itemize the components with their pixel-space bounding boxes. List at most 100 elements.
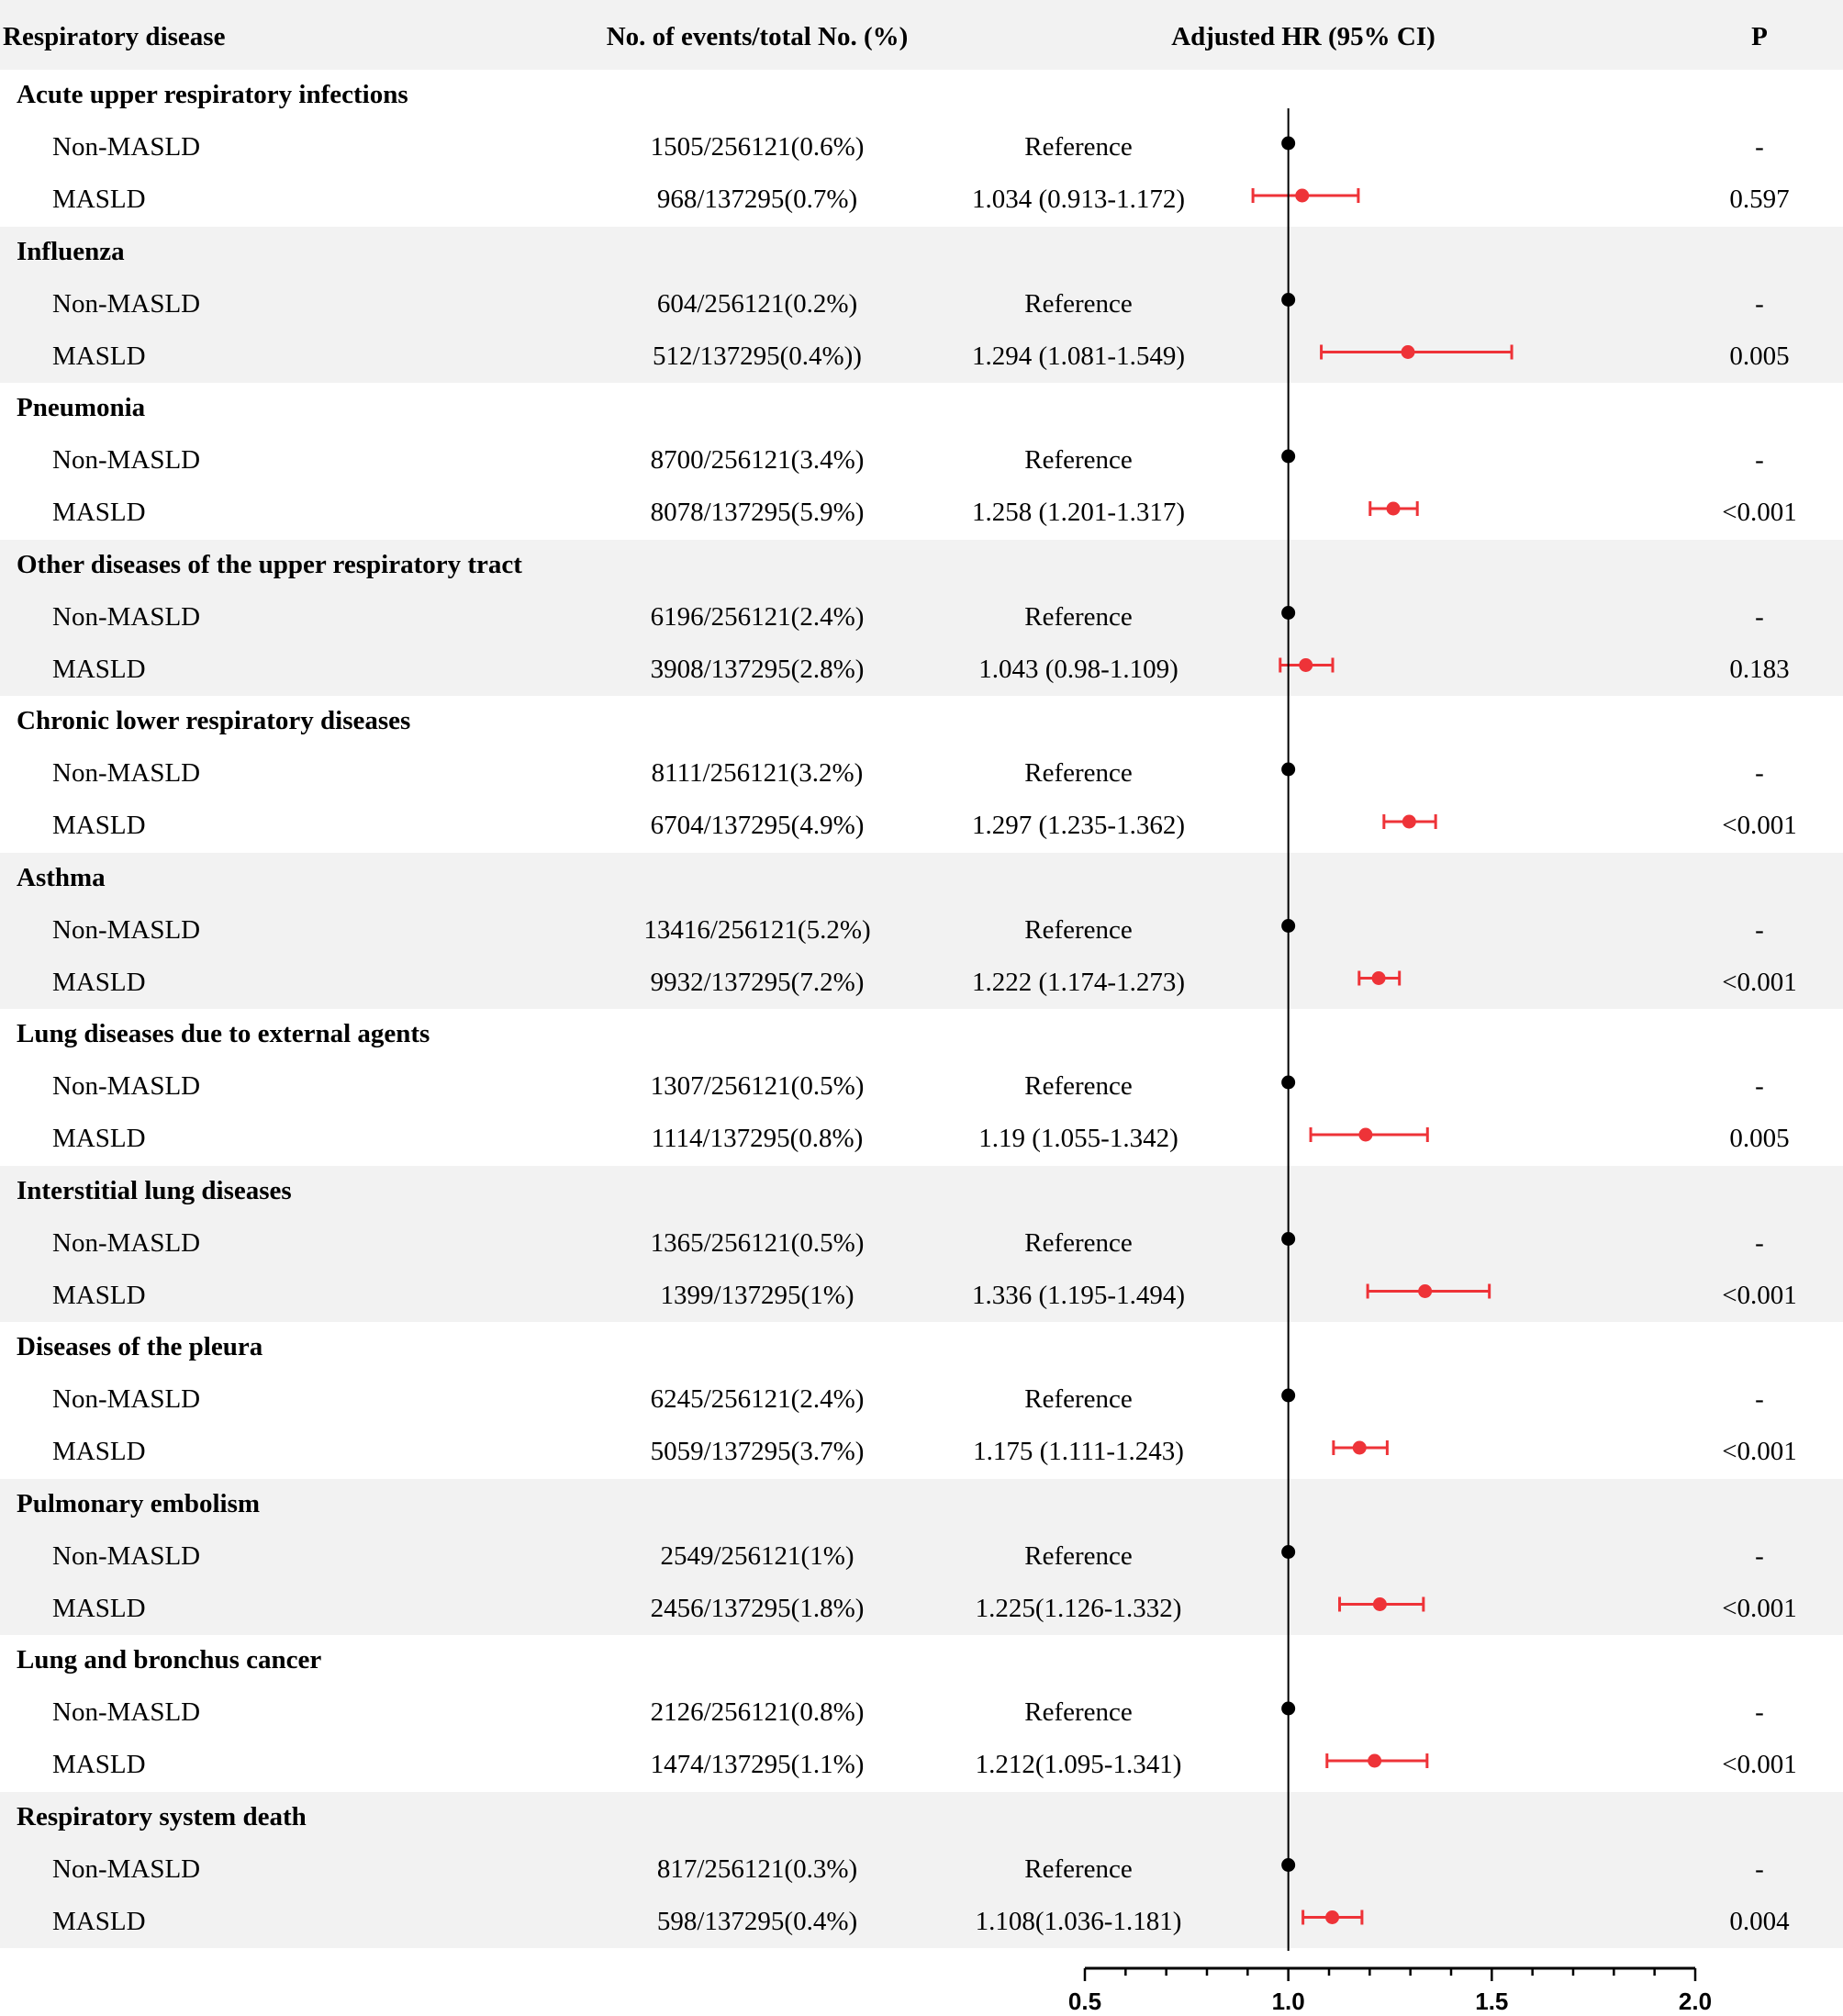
group-title: Lung diseases due to external agents: [17, 1019, 430, 1048]
hr-cell: 1.225(1.126-1.332): [975, 1593, 1182, 1623]
events-cell: 598/137295(0.4%): [656, 1906, 858, 1936]
hr-point: [1325, 1910, 1340, 1924]
events-cell: 1307/256121(0.5%): [650, 1071, 865, 1101]
events-cell: 8078/137295(5.9%): [650, 498, 865, 527]
p-value-cell: -: [1755, 914, 1764, 945]
group-title: Lung and bronchus cancer: [17, 1645, 322, 1674]
hr-cell: Reference: [1024, 1071, 1133, 1101]
p-value-cell: -: [1755, 132, 1764, 162]
row-label: Non-MASLD: [52, 914, 201, 945]
hr-cell: 1.034 (0.913-1.172): [972, 185, 1185, 214]
group-title: Asthma: [17, 862, 106, 892]
header-events: No. of events/total No. (%): [606, 22, 909, 51]
group-title: Chronic lower respiratory diseases: [17, 706, 411, 735]
p-value-cell: -: [1755, 1854, 1764, 1884]
header-p: P: [1751, 22, 1768, 51]
p-value-cell: -: [1755, 1227, 1764, 1258]
hr-cell: 1.222 (1.174-1.273): [972, 967, 1185, 997]
p-value-cell: 0.005: [1729, 1124, 1790, 1153]
group-title: Influenza: [17, 236, 125, 266]
group-title: Other diseases of the upper respiratory …: [17, 549, 522, 579]
events-cell: 6704/137295(4.9%): [650, 811, 865, 840]
row-label: Non-MASLD: [52, 1540, 201, 1571]
p-value-cell: -: [1755, 445, 1764, 475]
group-band: [0, 539, 1843, 696]
p-value-cell: 0.597: [1729, 185, 1790, 214]
hr-point: [1368, 1753, 1382, 1768]
hr-cell: Reference: [1024, 914, 1133, 945]
hr-point: [1299, 658, 1313, 672]
events-cell: 512/137295(0.4%)): [653, 341, 862, 371]
hr-cell: Reference: [1024, 1227, 1133, 1258]
header-hr: Adjusted HR (95% CI): [1171, 22, 1435, 51]
p-value-cell: 0.004: [1729, 1906, 1790, 1936]
events-cell: 604/256121(0.2%): [656, 288, 858, 319]
events-cell: 1505/256121(0.6%): [650, 132, 865, 162]
p-value-cell: <0.001: [1722, 498, 1797, 527]
group-band: [0, 1478, 1843, 1635]
p-value-cell: <0.001: [1722, 1593, 1797, 1623]
events-cell: 1474/137295(1.1%): [650, 1750, 865, 1779]
hr-cell: Reference: [1024, 1854, 1133, 1884]
group-title: Pulmonary embolism: [17, 1488, 261, 1518]
p-value-cell: <0.001: [1722, 967, 1797, 997]
p-value-cell: 0.183: [1729, 654, 1790, 684]
row-label: MASLD: [52, 1906, 146, 1936]
hr-cell: 1.258 (1.201-1.317): [972, 498, 1185, 527]
p-value-cell: -: [1755, 1697, 1764, 1727]
group-band: [0, 852, 1843, 1009]
row-label: MASLD: [52, 654, 146, 684]
p-value-cell: -: [1755, 758, 1764, 788]
group-title: Pneumonia: [17, 393, 146, 422]
hr-cell: Reference: [1024, 445, 1133, 475]
p-value-cell: <0.001: [1722, 1750, 1797, 1779]
group-band: [0, 1791, 1843, 1948]
events-cell: 2126/256121(0.8%): [650, 1697, 865, 1727]
hr-cell: Reference: [1024, 758, 1133, 788]
p-value-cell: -: [1755, 1384, 1764, 1414]
group-band: [0, 226, 1843, 383]
hr-point: [1401, 345, 1415, 359]
row-label: Non-MASLD: [52, 1697, 201, 1727]
events-cell: 8111/256121(3.2%): [651, 758, 864, 788]
row-label: MASLD: [52, 1593, 146, 1623]
events-cell: 3908/137295(2.8%): [650, 654, 865, 684]
row-label: MASLD: [52, 811, 146, 840]
events-cell: 5059/137295(3.7%): [650, 1437, 865, 1466]
x-tick-label: 1.5: [1475, 1988, 1509, 2015]
x-tick-label: 1.0: [1271, 1988, 1305, 2015]
p-value-cell: -: [1755, 1071, 1764, 1101]
row-label: MASLD: [52, 498, 146, 527]
hr-point: [1358, 1127, 1373, 1142]
hr-cell: 1.19 (1.055-1.342): [978, 1124, 1178, 1153]
x-tick-label: 0.5: [1067, 1988, 1102, 2015]
events-cell: 817/256121(0.3%): [656, 1854, 858, 1884]
hr-point: [1295, 188, 1310, 203]
row-label: Non-MASLD: [52, 132, 201, 162]
row-label: MASLD: [52, 341, 146, 371]
row-label: MASLD: [52, 1437, 146, 1466]
hr-cell: Reference: [1024, 601, 1133, 632]
hr-point: [1352, 1440, 1367, 1455]
header-background: [0, 0, 1843, 70]
p-value-cell: -: [1755, 288, 1764, 319]
row-label: MASLD: [52, 1280, 146, 1310]
hr-cell: 1.212(1.095-1.341): [975, 1750, 1182, 1779]
hr-cell: Reference: [1024, 1540, 1133, 1571]
hr-point: [1386, 501, 1401, 516]
events-cell: 9932/137295(7.2%): [650, 967, 865, 997]
events-cell: 1399/137295(1%): [660, 1280, 854, 1310]
hr-cell: 1.294 (1.081-1.549): [972, 341, 1185, 371]
row-label: Non-MASLD: [52, 1227, 201, 1258]
hr-point: [1418, 1284, 1433, 1298]
hr-cell: Reference: [1024, 1384, 1133, 1414]
p-value-cell: 0.005: [1729, 341, 1790, 371]
events-cell: 6196/256121(2.4%): [650, 601, 865, 632]
row-label: Non-MASLD: [52, 1384, 201, 1414]
p-value-cell: <0.001: [1722, 811, 1797, 840]
hr-cell: 1.297 (1.235-1.362): [972, 811, 1185, 840]
row-label: Non-MASLD: [52, 445, 201, 475]
p-value-cell: <0.001: [1722, 1280, 1797, 1310]
